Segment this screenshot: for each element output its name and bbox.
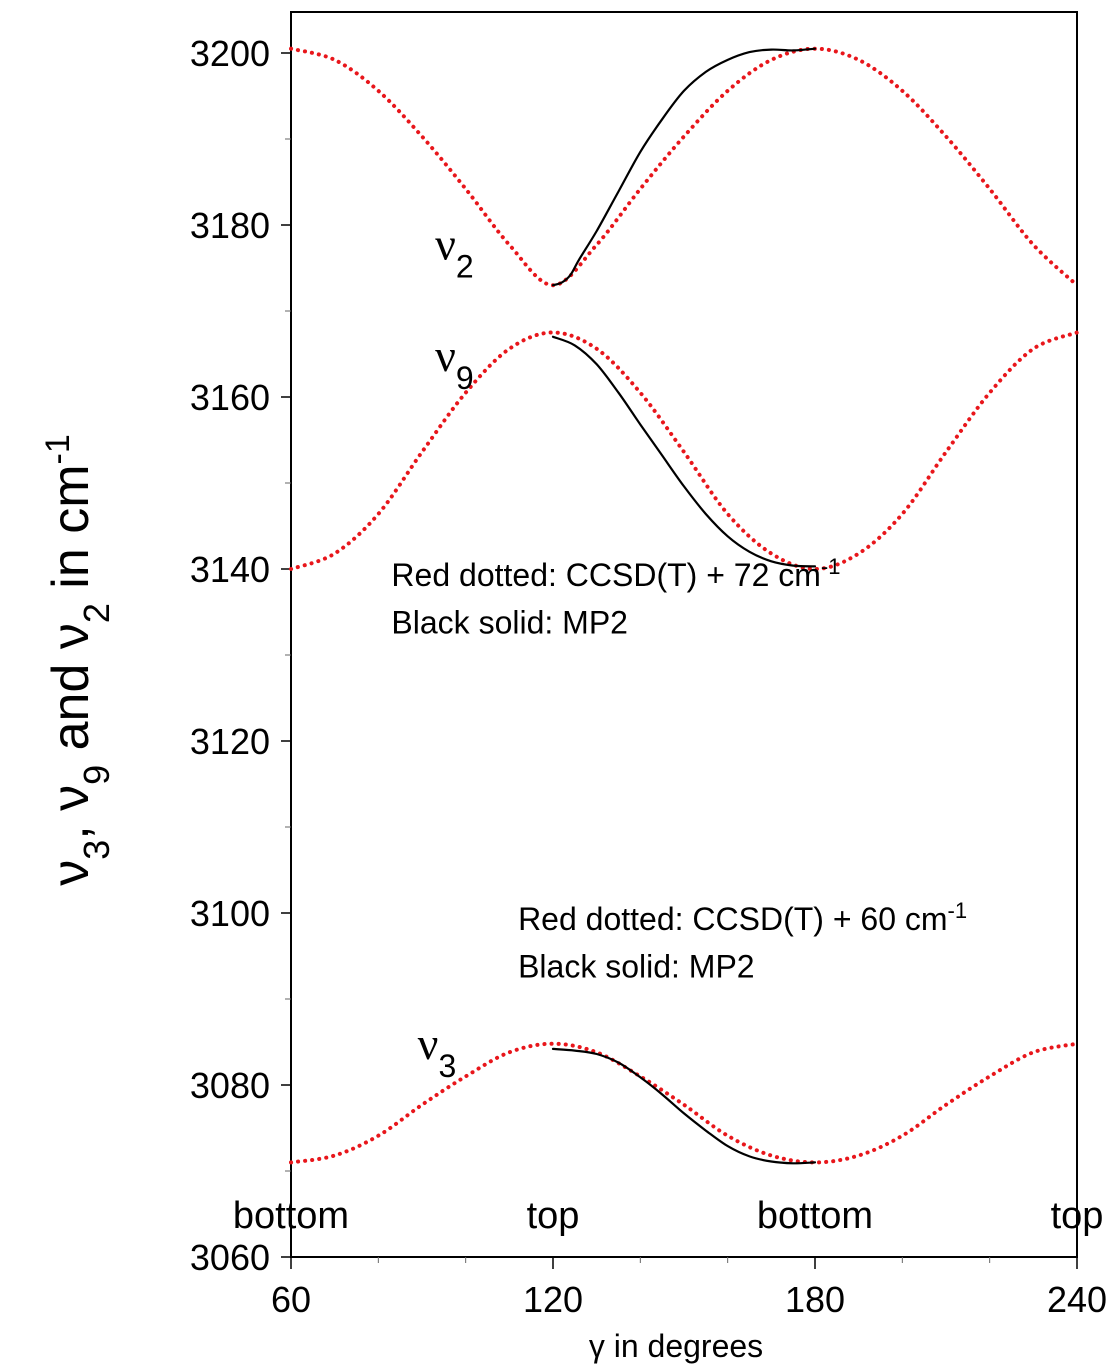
curve-label-nu2: ν2: [435, 218, 474, 284]
y-tick-label: 3160: [190, 377, 270, 418]
series-nu2-dotted: [289, 46, 1079, 288]
series-nu2-solid: [551, 47, 817, 287]
series-nu3-solid: [551, 1047, 817, 1165]
y-tick-label: 3120: [190, 721, 270, 762]
annotation: Red dotted: CCSD(T) + 60 cm-1: [518, 898, 967, 938]
series-layer: [289, 46, 1079, 1165]
x-tick-label: 240: [1047, 1279, 1107, 1320]
y-tick-label: 3080: [190, 1065, 270, 1106]
annotation: Red dotted: CCSD(T) + 72 cm-1: [391, 554, 840, 594]
position-label: top: [527, 1195, 580, 1237]
y-tick-label: 3060: [190, 1237, 270, 1278]
y-tick-label: 3100: [190, 893, 270, 934]
curve-label-nu3: ν3: [418, 1018, 457, 1084]
y-tick-label: 3200: [190, 33, 270, 74]
series-nu9-solid: [551, 335, 817, 568]
curve-label-nu9: ν9: [435, 330, 474, 396]
series-nu3-dotted: [289, 1041, 1079, 1165]
labels-layer: 3060 3080 3100 3120 3140 3160 3180 3200 60 120 180…: [39, 33, 1107, 1364]
position-label: top: [1051, 1195, 1104, 1237]
axes-layer: [281, 11, 1078, 1269]
x-tick-label: 180: [785, 1279, 845, 1320]
x-tick-label: 120: [523, 1279, 583, 1320]
position-label: bottom: [757, 1195, 873, 1237]
y-axis-title: ν3, ν9 and ν2 in cm-1: [39, 434, 117, 886]
annotation: Black solid: MP2: [391, 605, 628, 641]
y-tick-label: 3180: [190, 205, 270, 246]
annotation: Black solid: MP2: [518, 949, 755, 985]
x-axis-title: γ in degrees: [589, 1328, 763, 1364]
series-nu9-dotted: [289, 330, 1079, 572]
y-tick-label: 3140: [190, 549, 270, 590]
position-label: bottom: [233, 1195, 349, 1237]
plot-frame: [290, 11, 1078, 1258]
x-tick-label: 60: [271, 1279, 311, 1320]
